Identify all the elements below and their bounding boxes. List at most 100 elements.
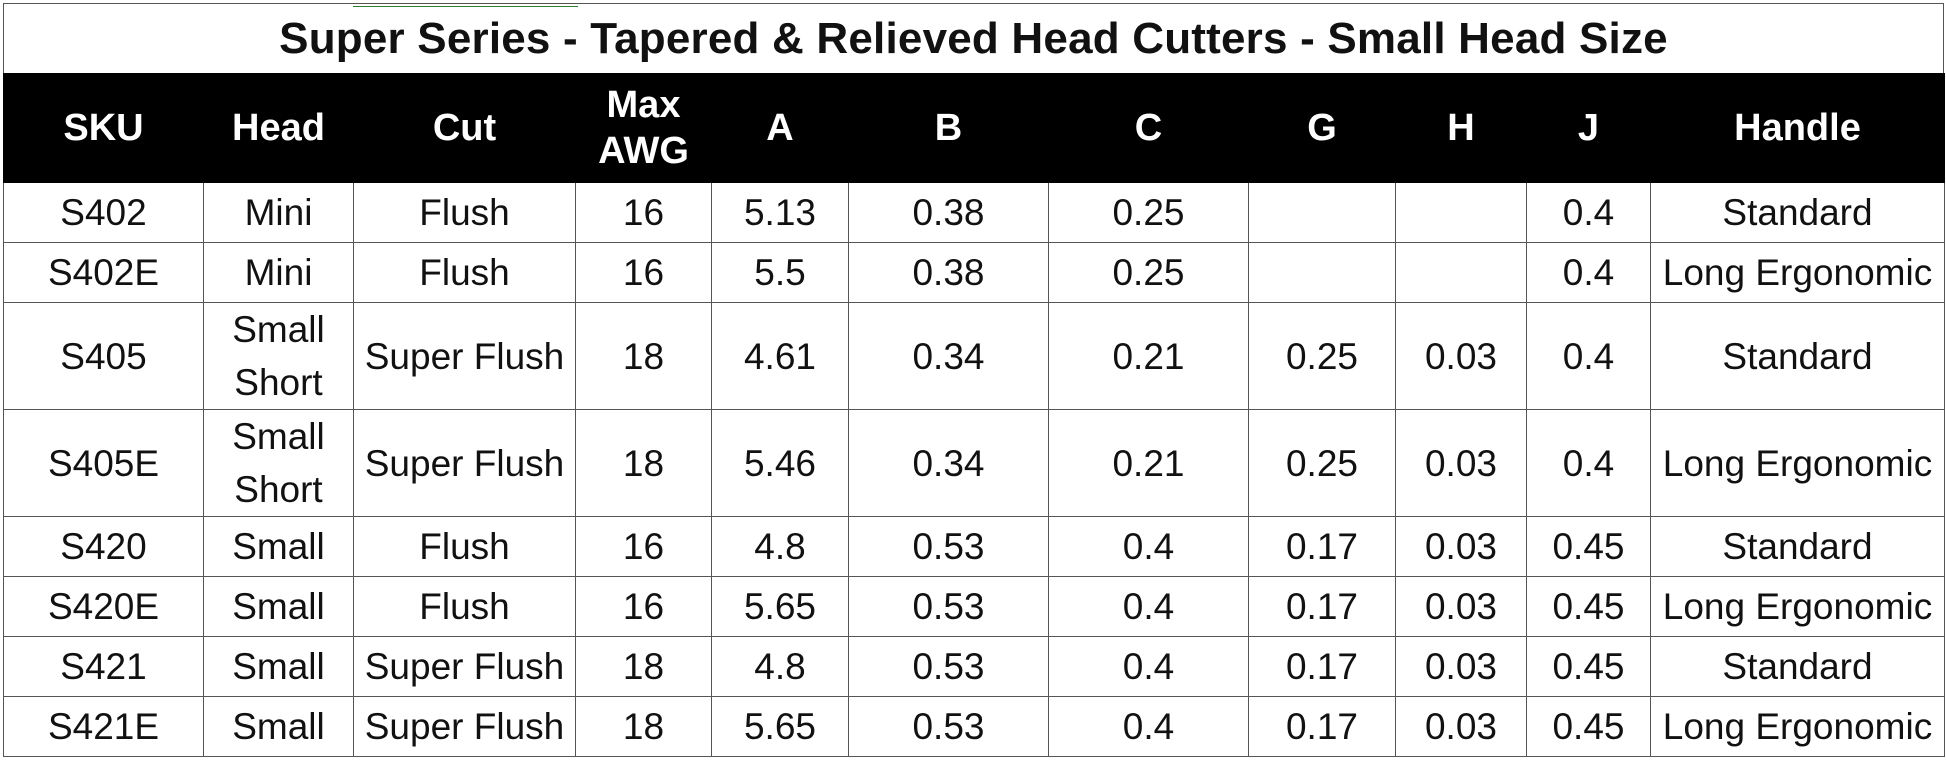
cell-j[interactable]: 0.4: [1526, 302, 1651, 410]
cell-g[interactable]: [1248, 182, 1396, 243]
cell-a[interactable]: 5.13: [711, 182, 849, 243]
cell-head-line1: Small: [232, 416, 325, 457]
cell-c[interactable]: 0.4: [1048, 576, 1249, 637]
cell-b[interactable]: 0.34: [848, 409, 1049, 517]
cell-cut[interactable]: Flush: [353, 516, 576, 577]
table-row: S405E Small Short Super Flush 18 5.46 0.…: [3, 409, 1945, 517]
cell-j[interactable]: 0.45: [1526, 516, 1651, 577]
cell-a[interactable]: 5.46: [711, 409, 849, 517]
header-h: H: [1395, 73, 1527, 183]
cell-sku[interactable]: S420: [3, 516, 204, 577]
cell-head[interactable]: Small: [203, 516, 354, 577]
cell-h[interactable]: 0.03: [1395, 696, 1527, 757]
cell-j[interactable]: 0.45: [1526, 636, 1651, 697]
cell-j[interactable]: 0.4: [1526, 242, 1651, 303]
cell-max-awg[interactable]: 18: [575, 302, 712, 410]
cell-cut[interactable]: Super Flush: [353, 696, 576, 757]
cell-b[interactable]: 0.53: [848, 516, 1049, 577]
cell-h[interactable]: [1395, 182, 1527, 243]
table-row: S420E Small Flush 16 5.65 0.53 0.4 0.17 …: [3, 576, 1945, 637]
cell-j[interactable]: 0.45: [1526, 696, 1651, 757]
cell-a[interactable]: 5.5: [711, 242, 849, 303]
cell-c[interactable]: 0.4: [1048, 516, 1249, 577]
cell-g[interactable]: 0.25: [1248, 302, 1396, 410]
header-a: A: [711, 73, 849, 183]
cell-b[interactable]: 0.38: [848, 182, 1049, 243]
header-g: G: [1248, 73, 1396, 183]
cell-handle[interactable]: Long Ergonomic: [1650, 409, 1945, 517]
cell-handle[interactable]: Standard: [1650, 636, 1945, 697]
cell-sku[interactable]: S402: [3, 182, 204, 243]
cell-c[interactable]: 0.25: [1048, 182, 1249, 243]
cell-handle[interactable]: Long Ergonomic: [1650, 576, 1945, 637]
cell-c[interactable]: 0.21: [1048, 409, 1249, 517]
cell-a[interactable]: 5.65: [711, 696, 849, 757]
cell-sku[interactable]: S405: [3, 302, 204, 410]
cell-b[interactable]: 0.34: [848, 302, 1049, 410]
cell-head[interactable]: Small Short: [203, 302, 354, 410]
header-c: C: [1048, 73, 1249, 183]
cell-cut[interactable]: Super Flush: [353, 302, 576, 410]
header-j: J: [1526, 73, 1651, 183]
cell-sku[interactable]: S405E: [3, 409, 204, 517]
cell-h[interactable]: 0.03: [1395, 409, 1527, 517]
cell-g[interactable]: 0.17: [1248, 576, 1396, 637]
table-row: S405 Small Short Super Flush 18 4.61 0.3…: [3, 302, 1945, 410]
cell-head[interactable]: Mini: [203, 182, 354, 243]
cell-cut[interactable]: Super Flush: [353, 409, 576, 517]
cell-handle[interactable]: Standard: [1650, 302, 1945, 410]
cell-cut[interactable]: Super Flush: [353, 636, 576, 697]
cell-c[interactable]: 0.25: [1048, 242, 1249, 303]
cell-handle[interactable]: Long Ergonomic: [1650, 242, 1945, 303]
cell-a[interactable]: 4.8: [711, 636, 849, 697]
cell-h[interactable]: 0.03: [1395, 636, 1527, 697]
cell-g[interactable]: 0.25: [1248, 409, 1396, 517]
cell-sku[interactable]: S402E: [3, 242, 204, 303]
cell-a[interactable]: 5.65: [711, 576, 849, 637]
cell-h[interactable]: [1395, 242, 1527, 303]
cell-sku[interactable]: S421: [3, 636, 204, 697]
cell-g[interactable]: [1248, 242, 1396, 303]
cell-cut[interactable]: Flush: [353, 182, 576, 243]
table-row: S402E Mini Flush 16 5.5 0.38 0.25 0.4 Lo…: [3, 242, 1945, 303]
cell-j[interactable]: 0.4: [1526, 409, 1651, 517]
cell-max-awg[interactable]: 18: [575, 409, 712, 517]
cell-b[interactable]: 0.53: [848, 576, 1049, 637]
cell-handle[interactable]: Long Ergonomic: [1650, 696, 1945, 757]
cell-c[interactable]: 0.4: [1048, 636, 1249, 697]
cell-b[interactable]: 0.53: [848, 696, 1049, 757]
cell-h[interactable]: 0.03: [1395, 576, 1527, 637]
cell-c[interactable]: 0.21: [1048, 302, 1249, 410]
table-title: Super Series - Tapered & Relieved Head C…: [3, 3, 1944, 73]
table-row: S402 Mini Flush 16 5.13 0.38 0.25 0.4 St…: [3, 182, 1945, 243]
cell-g[interactable]: 0.17: [1248, 696, 1396, 757]
cell-max-awg[interactable]: 16: [575, 242, 712, 303]
cell-g[interactable]: 0.17: [1248, 636, 1396, 697]
cell-c[interactable]: 0.4: [1048, 696, 1249, 757]
cell-g[interactable]: 0.17: [1248, 516, 1396, 577]
cell-h[interactable]: 0.03: [1395, 516, 1527, 577]
cell-head[interactable]: Small Short: [203, 409, 354, 517]
cell-sku[interactable]: S421E: [3, 696, 204, 757]
cell-a[interactable]: 4.8: [711, 516, 849, 577]
cell-max-awg[interactable]: 16: [575, 516, 712, 577]
cell-h[interactable]: 0.03: [1395, 302, 1527, 410]
cell-max-awg[interactable]: 18: [575, 696, 712, 757]
cell-max-awg[interactable]: 16: [575, 576, 712, 637]
cell-j[interactable]: 0.4: [1526, 182, 1651, 243]
cell-b[interactable]: 0.53: [848, 636, 1049, 697]
cell-b[interactable]: 0.38: [848, 242, 1049, 303]
cell-max-awg[interactable]: 16: [575, 182, 712, 243]
cell-head[interactable]: Small: [203, 696, 354, 757]
cell-head[interactable]: Small: [203, 636, 354, 697]
cell-j[interactable]: 0.45: [1526, 576, 1651, 637]
cell-a[interactable]: 4.61: [711, 302, 849, 410]
cell-cut[interactable]: Flush: [353, 576, 576, 637]
cell-sku[interactable]: S420E: [3, 576, 204, 637]
cell-cut[interactable]: Flush: [353, 242, 576, 303]
cell-head[interactable]: Mini: [203, 242, 354, 303]
cell-handle[interactable]: Standard: [1650, 516, 1945, 577]
cell-handle[interactable]: Standard: [1650, 182, 1945, 243]
cell-max-awg[interactable]: 18: [575, 636, 712, 697]
cell-head[interactable]: Small: [203, 576, 354, 637]
